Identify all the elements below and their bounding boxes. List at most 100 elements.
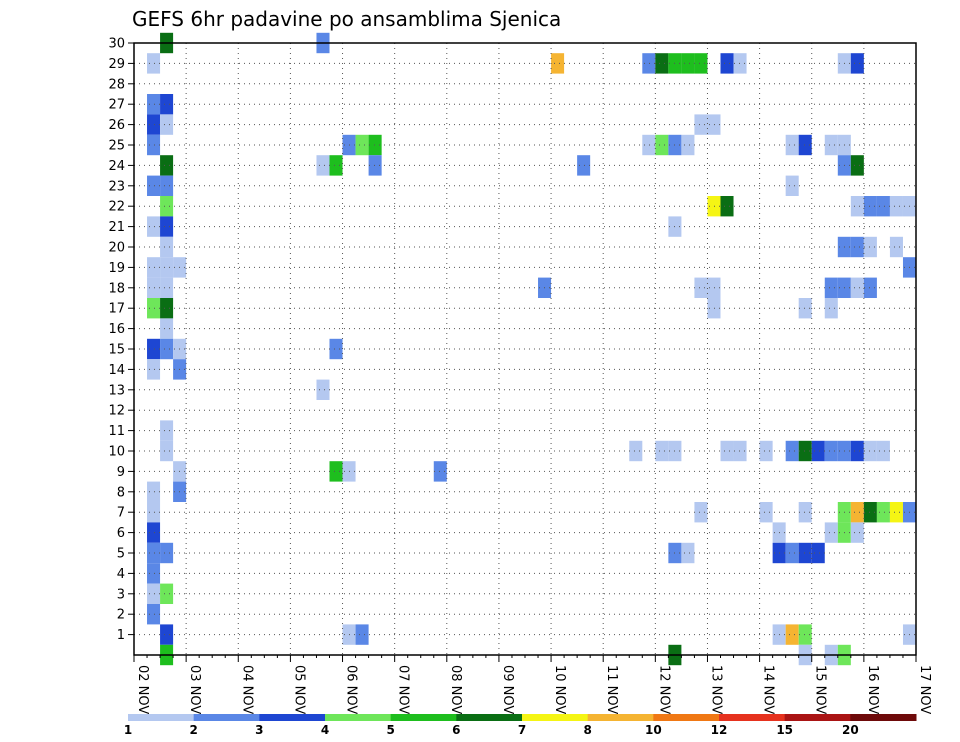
precip-cell [147,604,161,625]
precip-cell [147,359,161,380]
precip-cell [160,542,174,564]
precip-cell [147,481,161,502]
precip-cell [160,94,174,115]
precip-cell [147,338,161,360]
precip-cell [160,196,174,217]
precip-cell [655,134,669,156]
precip-cell [316,155,330,176]
precip-cell [707,298,721,319]
precip-cell [798,298,812,319]
precip-cell [694,502,708,523]
colorbar-label: 3 [255,723,263,737]
y-tick-label: 30 [108,37,125,52]
precip-cell [147,277,161,298]
precip-cell [147,175,161,196]
y-tick-label: 6 [117,526,125,541]
colorbar-label: 1 [124,723,132,737]
precip-cell [160,624,174,645]
precip-cell [160,175,174,196]
y-tick-label: 24 [108,159,125,174]
y-axis: 1234567891011121314151617181920212223242… [108,37,134,643]
precip-cell [824,134,838,156]
precip-cell [368,155,382,176]
precip-cell [147,502,161,523]
precip-cell [824,440,838,462]
colorbar-segment [193,714,260,721]
x-tick-label: 11 NOV [604,665,619,714]
precip-cell [160,236,174,258]
colorbar-segment [784,714,851,721]
precip-cell [850,196,864,217]
precip-cell [694,53,708,74]
precip-cell [876,196,890,217]
y-tick-label: 15 [108,343,125,358]
precip-cell [733,440,747,462]
precip-cell [681,542,695,564]
precip-cell [707,196,721,217]
precip-cell [850,440,864,462]
x-tick-label: 10 NOV [552,665,567,714]
cells-layer [147,32,916,666]
precip-cell [577,155,591,176]
precip-cell [551,53,565,74]
y-tick-label: 13 [108,383,125,398]
y-tick-label: 27 [108,98,125,113]
y-tick-label: 17 [108,302,125,317]
x-tick-label: 14 NOV [761,665,776,714]
x-axis: 02 NOV 03 NOV 04 NOV 05 NOV 06 NOV 07 NOV 08 N… [133,655,932,714]
y-tick-label: 20 [108,241,125,256]
x-tick-label: 09 NOV [500,665,515,714]
precip-cell [850,522,864,543]
x-tick-label: 13 NOV [708,665,723,714]
precip-cell [329,155,343,176]
colorbar-segment [587,714,654,721]
precip-cell [759,502,773,523]
y-tick-label: 14 [108,363,125,378]
precip-cell [863,196,877,217]
y-tick-label: 23 [108,179,125,194]
x-tick-label: 05 NOV [291,665,306,714]
precip-cell [707,277,721,298]
precip-cell [160,338,174,360]
x-tick-label: 17 NOV [917,665,932,714]
precip-cell [147,114,161,135]
precip-cell [160,583,174,604]
precip-cell [785,134,799,156]
precip-cell [850,502,864,523]
precip-cell [785,542,799,564]
colorbar-segment [259,714,326,721]
x-tick-label: 15 NOV [813,665,828,714]
precip-cell [889,236,903,258]
precip-cell [863,502,877,523]
precip-cell [160,318,174,339]
colorbar-label: 12 [711,723,728,737]
colorbar-segment [128,714,195,721]
y-tick-label: 4 [117,567,125,582]
colorbar-segment [850,714,917,721]
y-tick-label: 3 [117,587,125,602]
colorbar-label: 4 [321,723,329,737]
precip-cell [329,338,343,360]
y-tick-label: 21 [108,220,125,235]
precip-cell [798,624,812,645]
precip-cell [785,440,799,462]
precip-cell [160,440,174,462]
precip-cell [355,624,369,645]
precip-cell [824,277,838,298]
precip-cell [824,522,838,543]
precip-cell [798,134,812,156]
y-tick-label: 22 [108,200,125,215]
precip-cell [850,277,864,298]
precip-cell [694,114,708,135]
precip-cell [160,114,174,135]
precip-cell [160,420,174,441]
y-tick-label: 5 [117,547,125,562]
x-tick-label: 06 NOV [344,665,359,714]
y-tick-label: 12 [108,404,125,419]
precip-cell [160,257,174,278]
precip-cell [681,53,695,74]
precip-cell [889,502,903,523]
precip-cell [863,277,877,298]
precip-cell [707,114,721,135]
